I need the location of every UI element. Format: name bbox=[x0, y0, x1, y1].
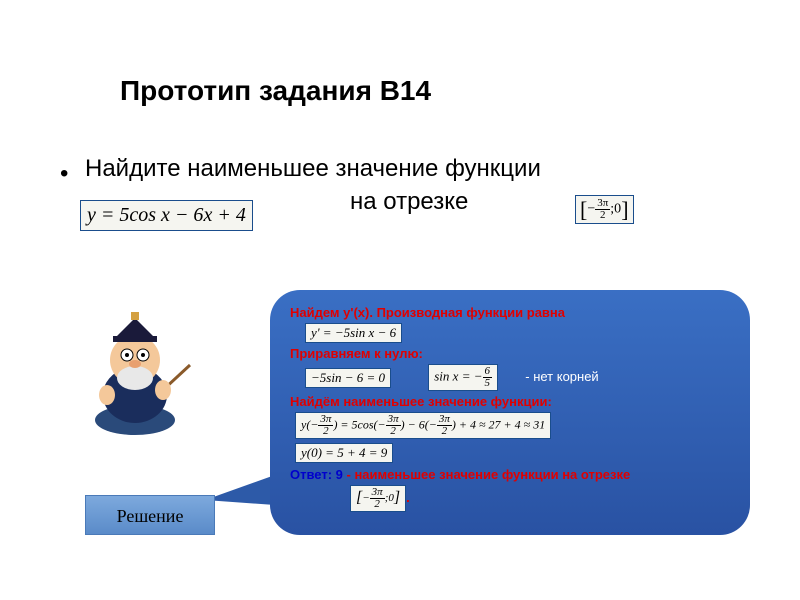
answer-interval: [−3π2;0] bbox=[350, 485, 406, 512]
main-formula: y = 5cos x − 6x + 4 bbox=[87, 204, 246, 226]
solution-bubble: Найдем y'(x). Производная функции равна … bbox=[270, 290, 750, 535]
answer-text: - наименьшее значение функции на отрезке bbox=[343, 467, 630, 482]
answer-label: Ответ: 9 bbox=[290, 467, 343, 482]
no-roots-text: - нет корней bbox=[525, 369, 598, 384]
answer-period: . bbox=[406, 490, 410, 505]
page-title: Прототип задания B14 bbox=[120, 75, 431, 107]
interval-formula-box: [−3π2;0] bbox=[575, 195, 634, 224]
deriv-label: Найдем y'(x). Производная функции равна bbox=[290, 305, 565, 320]
equate-label: Приравняем к нулю: bbox=[290, 346, 423, 361]
eq1-formula: −5sin − 6 = 0 bbox=[305, 368, 391, 388]
deriv-formula: y' = −5sin x − 6 bbox=[305, 323, 402, 343]
solution-label: Решение bbox=[85, 495, 215, 535]
professor-image bbox=[75, 310, 195, 440]
bubble-tail bbox=[205, 475, 275, 505]
bullet: • bbox=[60, 160, 68, 188]
prompt-text-2: на отрезке bbox=[350, 188, 468, 216]
main-formula-box: y = 5cos x − 6x + 4 bbox=[80, 200, 253, 231]
calc2-formula: y(0) = 5 + 4 = 9 bbox=[295, 443, 393, 463]
prompt-text-1: Найдите наименьшее значение функции bbox=[85, 155, 541, 183]
find-min-label: Найдём наименьшее значение функции: bbox=[290, 394, 552, 409]
calc1-formula: y(−3π2) = 5cos(−3π2) − 6(−3π2) + 4 ≈ 27 … bbox=[295, 412, 551, 439]
eq2-formula: sin x = −65 bbox=[428, 364, 498, 391]
